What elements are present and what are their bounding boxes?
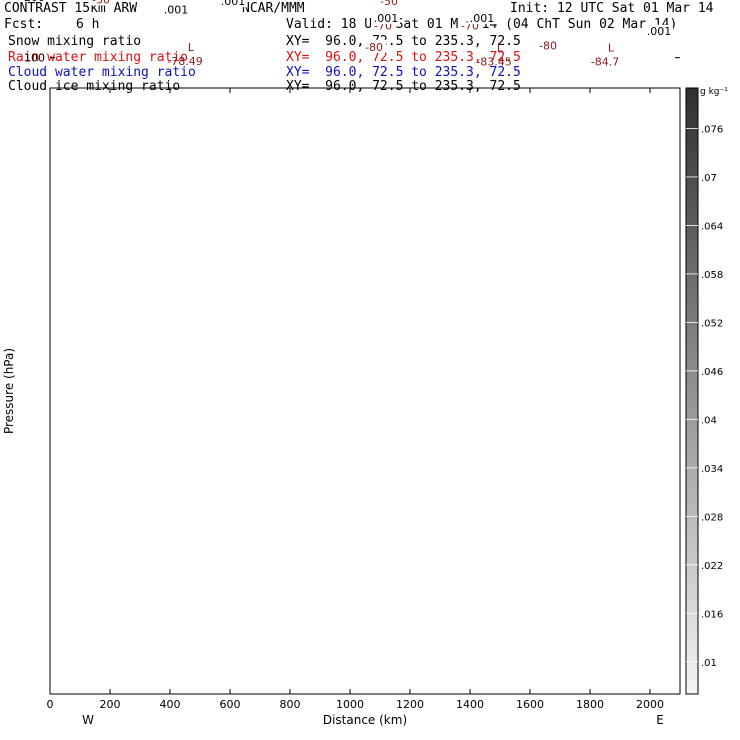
plot-frame — [49, 87, 681, 695]
forecast-value: 6 h — [76, 17, 100, 32]
ice-contour-label: .001 — [470, 12, 495, 25]
colorbar-tick-label: .016 — [701, 609, 723, 620]
colorbar-tick-label: .01 — [701, 658, 717, 669]
ice-contour-label: .001 — [221, 0, 246, 8]
forecast-label: Fcst: — [4, 17, 44, 32]
ice-contour-label: .001 — [647, 25, 672, 38]
contour-label--50: -50 — [380, 0, 398, 8]
field-snow-name: Snow mixing ratio — [8, 34, 142, 49]
colorbar-unit: g kg⁻¹ — [700, 87, 728, 97]
colorbar-tick-label: .07 — [701, 173, 717, 184]
x-tick-label: 1200 — [396, 698, 424, 711]
x-tick-label: 1400 — [456, 698, 484, 711]
org-title: NCAR/MMM — [242, 1, 305, 16]
ice-contour-label: .001 — [164, 4, 189, 17]
x-tick-label: 1000 — [336, 698, 364, 711]
x-tick-label: 600 — [220, 698, 241, 711]
contour-label-bg — [89, 0, 113, 6]
x-tick-label: 1800 — [576, 698, 604, 711]
low-marker: L — [497, 41, 504, 54]
ice-label-bg — [372, 12, 400, 25]
colorbar-tick-label: .046 — [701, 367, 723, 378]
ice-contour-label: .001 — [374, 12, 399, 25]
temperature-contour-aux-2 — [50, 10, 680, 20]
low-marker: L — [188, 41, 195, 54]
contour-label--80: -80 — [539, 40, 557, 53]
low-marker: L — [608, 41, 615, 54]
temperature-contour--70 — [50, 23, 680, 29]
field-rain-name: Rain water mixing ratio — [8, 50, 189, 65]
temperature-contour-aux-3 — [50, 5, 680, 16]
colorbar-tick-label: .076 — [701, 124, 723, 135]
colorbar-tick-label: .058 — [701, 270, 723, 281]
field-snow-xy: XY= 96.0, 72.5 to 235.3, 72.5 — [286, 34, 521, 49]
field-cloudice-xy: XY= 96.0, 72.5 to 235.3, 72.5 — [286, 79, 521, 94]
low-value-label: -78.49 — [167, 55, 202, 68]
ice-label-bg — [162, 3, 190, 16]
y-tick-label: 100 — [24, 52, 45, 65]
ice-label-bg — [645, 24, 673, 37]
field-rain-xy: XY= 96.0, 72.5 to 235.3, 72.5 — [286, 50, 521, 65]
colorbar-tick-label: .028 — [701, 512, 723, 523]
colorbar-tick-label: .034 — [701, 464, 723, 475]
init-time: Init: 12 UTC Sat 01 Mar 14 — [510, 1, 714, 16]
colorbar-tick-label: .052 — [701, 318, 723, 329]
colorbar-tick-label: .022 — [701, 561, 723, 572]
temperature-contour--50 — [50, 0, 680, 3]
low-value-label: -84.7 — [591, 55, 619, 68]
x-end-label-west: W — [82, 713, 94, 727]
x-tick-label: 0 — [47, 698, 54, 711]
low-value-label: -83.45 — [476, 55, 511, 68]
contour-label--50: -50 — [92, 0, 110, 7]
field-cloudwater-name: Cloud water mixing ratio — [8, 65, 196, 80]
contour-label--80: -80 — [365, 41, 383, 54]
contour-label-bg — [362, 39, 386, 53]
field-cloudwater-xy: XY= 96.0, 72.5 to 235.3, 72.5 — [286, 65, 521, 80]
x-axis-label: Distance (km) — [323, 713, 407, 727]
contour-label-bg — [536, 38, 560, 52]
colorbar-tick-label: .04 — [701, 415, 717, 426]
x-tick-label: 1600 — [516, 698, 544, 711]
x-tick-label: 800 — [280, 698, 301, 711]
ice-label-bg — [219, 0, 247, 8]
x-end-label-east: E — [656, 713, 664, 727]
y-axis-label: Pressure (hPa) — [2, 348, 16, 434]
snow-shade-core-3 — [593, 0, 653, 4]
colorbar-tick-label: .064 — [701, 221, 723, 232]
x-tick-label: 400 — [160, 698, 181, 711]
colorbar — [685, 87, 699, 695]
ice-label-bg — [468, 12, 496, 25]
contour-label-bg — [377, 0, 401, 7]
x-tick-label: 200 — [100, 698, 121, 711]
temperature-contour-aux-0 — [50, 52, 680, 63]
x-tick-label: 2000 — [636, 698, 664, 711]
y-tick-label: 200 — [24, 0, 45, 4]
field-cloudice-name: Cloud ice mixing ratio — [8, 79, 181, 94]
